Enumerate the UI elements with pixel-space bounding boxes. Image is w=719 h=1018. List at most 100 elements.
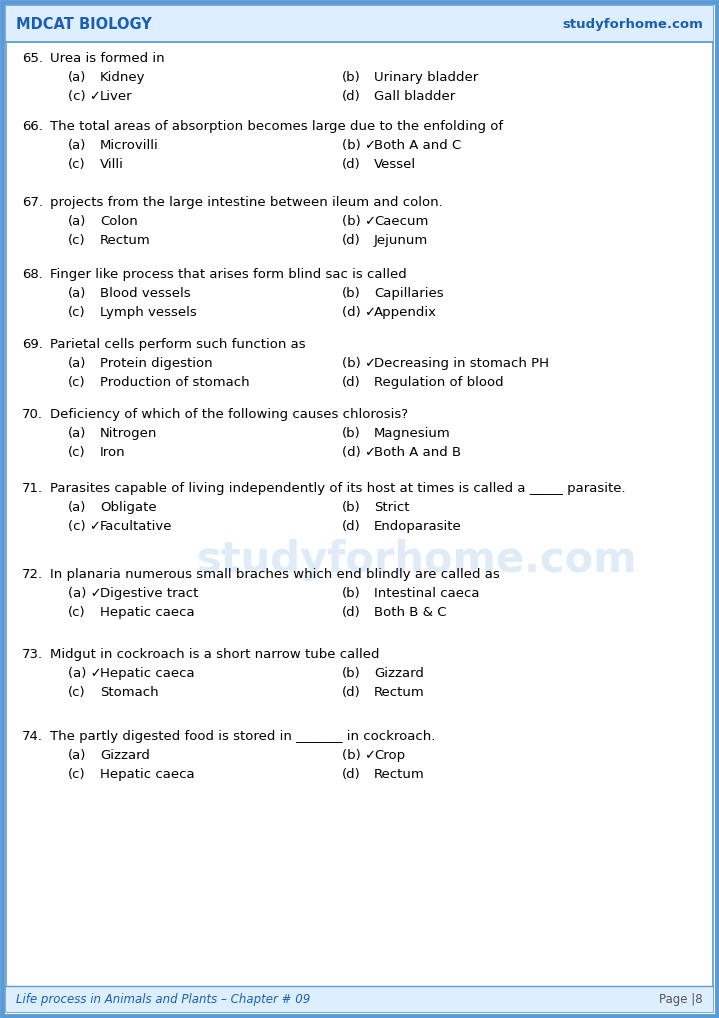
Text: 66.: 66. [22, 120, 43, 133]
Text: Deficiency of which of the following causes chlorosis?: Deficiency of which of the following cau… [50, 408, 408, 421]
Text: Rectum: Rectum [374, 768, 425, 781]
Text: 68.: 68. [22, 268, 43, 281]
Text: Lymph vessels: Lymph vessels [100, 306, 197, 319]
Text: Gizzard: Gizzard [100, 749, 150, 762]
Text: (a): (a) [68, 71, 86, 84]
Text: Finger like process that arises form blind sac is called: Finger like process that arises form bli… [50, 268, 407, 281]
Text: (a): (a) [68, 749, 86, 762]
Text: 69.: 69. [22, 338, 43, 351]
Text: (c): (c) [68, 306, 86, 319]
Text: Both A and B: Both A and B [374, 446, 461, 459]
Text: (a) ✓: (a) ✓ [68, 667, 102, 680]
Text: 71.: 71. [22, 482, 43, 495]
Text: Liver: Liver [100, 90, 132, 103]
Bar [6, 986, 713, 1012]
Text: Stomach: Stomach [100, 686, 159, 699]
Text: 70.: 70. [22, 408, 43, 421]
Text: (b): (b) [342, 287, 361, 300]
Text: Protein digestion: Protein digestion [100, 357, 213, 370]
Text: studyforhome.com: studyforhome.com [197, 539, 637, 581]
Text: Nitrogen: Nitrogen [100, 427, 157, 440]
Text: Parasites capable of living independently of its host at times is called a _____: Parasites capable of living independentl… [50, 482, 626, 495]
Text: Strict: Strict [374, 501, 410, 514]
Text: (a): (a) [68, 215, 86, 228]
Text: (d): (d) [342, 234, 361, 247]
Text: 65.: 65. [22, 52, 43, 65]
Text: (c): (c) [68, 686, 86, 699]
Text: (d) ✓: (d) ✓ [342, 306, 376, 319]
Text: Capillaries: Capillaries [374, 287, 444, 300]
Text: Rectum: Rectum [374, 686, 425, 699]
Text: studyforhome.com: studyforhome.com [562, 17, 703, 31]
Text: Life process in Animals and Plants – Chapter # 09: Life process in Animals and Plants – Cha… [16, 993, 311, 1006]
Text: Decreasing in stomach PH: Decreasing in stomach PH [374, 357, 549, 370]
Text: Urinary bladder: Urinary bladder [374, 71, 478, 84]
Text: (b) ✓: (b) ✓ [342, 139, 376, 152]
Text: Microvilli: Microvilli [100, 139, 159, 152]
Text: (d): (d) [342, 376, 361, 389]
Text: Kidney: Kidney [100, 71, 145, 84]
Text: (b) ✓: (b) ✓ [342, 215, 376, 228]
Text: (b) ✓: (b) ✓ [342, 749, 376, 762]
Text: 74.: 74. [22, 730, 43, 743]
Text: (c): (c) [68, 446, 86, 459]
Text: (a): (a) [68, 139, 86, 152]
Text: Hepatic caeca: Hepatic caeca [100, 768, 195, 781]
Text: (c) ✓: (c) ✓ [68, 520, 101, 533]
Text: (c): (c) [68, 606, 86, 619]
Text: projects from the large intestine between ileum and colon.: projects from the large intestine betwee… [50, 196, 443, 209]
Text: (a): (a) [68, 357, 86, 370]
Text: (b): (b) [342, 427, 361, 440]
Text: Digestive tract: Digestive tract [100, 587, 198, 600]
Text: (c): (c) [68, 158, 86, 171]
Text: Hepatic caeca: Hepatic caeca [100, 606, 195, 619]
Text: (c): (c) [68, 376, 86, 389]
Text: Facultative: Facultative [100, 520, 173, 533]
Text: Midgut in cockroach is a short narrow tube called: Midgut in cockroach is a short narrow tu… [50, 648, 380, 661]
Text: (c): (c) [68, 768, 86, 781]
Text: Gizzard: Gizzard [374, 667, 424, 680]
Text: Jejunum: Jejunum [374, 234, 429, 247]
Text: Endoparasite: Endoparasite [374, 520, 462, 533]
Text: (b): (b) [342, 501, 361, 514]
Text: Appendix: Appendix [374, 306, 437, 319]
Text: (d): (d) [342, 768, 361, 781]
Text: (d): (d) [342, 520, 361, 533]
Text: Page |8: Page |8 [659, 993, 703, 1006]
Text: (c) ✓: (c) ✓ [68, 90, 101, 103]
Text: Blood vessels: Blood vessels [100, 287, 191, 300]
Text: Urea is formed in: Urea is formed in [50, 52, 165, 65]
Text: Obligate: Obligate [100, 501, 157, 514]
Text: Regulation of blood: Regulation of blood [374, 376, 503, 389]
Text: (d): (d) [342, 606, 361, 619]
Text: (a): (a) [68, 501, 86, 514]
Text: (d): (d) [342, 686, 361, 699]
Text: Magnesium: Magnesium [374, 427, 451, 440]
Text: (b) ✓: (b) ✓ [342, 357, 376, 370]
Text: Both A and C: Both A and C [374, 139, 462, 152]
Text: Hepatic caeca: Hepatic caeca [100, 667, 195, 680]
Text: Caecum: Caecum [374, 215, 429, 228]
Text: Parietal cells perform such function as: Parietal cells perform such function as [50, 338, 306, 351]
Text: Colon: Colon [100, 215, 138, 228]
Text: (a): (a) [68, 287, 86, 300]
Text: (c): (c) [68, 234, 86, 247]
Text: Crop: Crop [374, 749, 405, 762]
Text: (d): (d) [342, 158, 361, 171]
Text: (a) ✓: (a) ✓ [68, 587, 102, 600]
Text: (b): (b) [342, 71, 361, 84]
Text: Both B & C: Both B & C [374, 606, 446, 619]
Text: 72.: 72. [22, 568, 43, 581]
Text: Intestinal caeca: Intestinal caeca [374, 587, 480, 600]
Text: 73.: 73. [22, 648, 43, 661]
Text: Production of stomach: Production of stomach [100, 376, 249, 389]
Text: (b): (b) [342, 667, 361, 680]
Bar [6, 6, 713, 42]
Text: (d) ✓: (d) ✓ [342, 446, 376, 459]
Text: (b): (b) [342, 587, 361, 600]
Text: 67.: 67. [22, 196, 43, 209]
Text: (d): (d) [342, 90, 361, 103]
Text: Iron: Iron [100, 446, 126, 459]
Text: Gall bladder: Gall bladder [374, 90, 455, 103]
Text: Rectum: Rectum [100, 234, 151, 247]
